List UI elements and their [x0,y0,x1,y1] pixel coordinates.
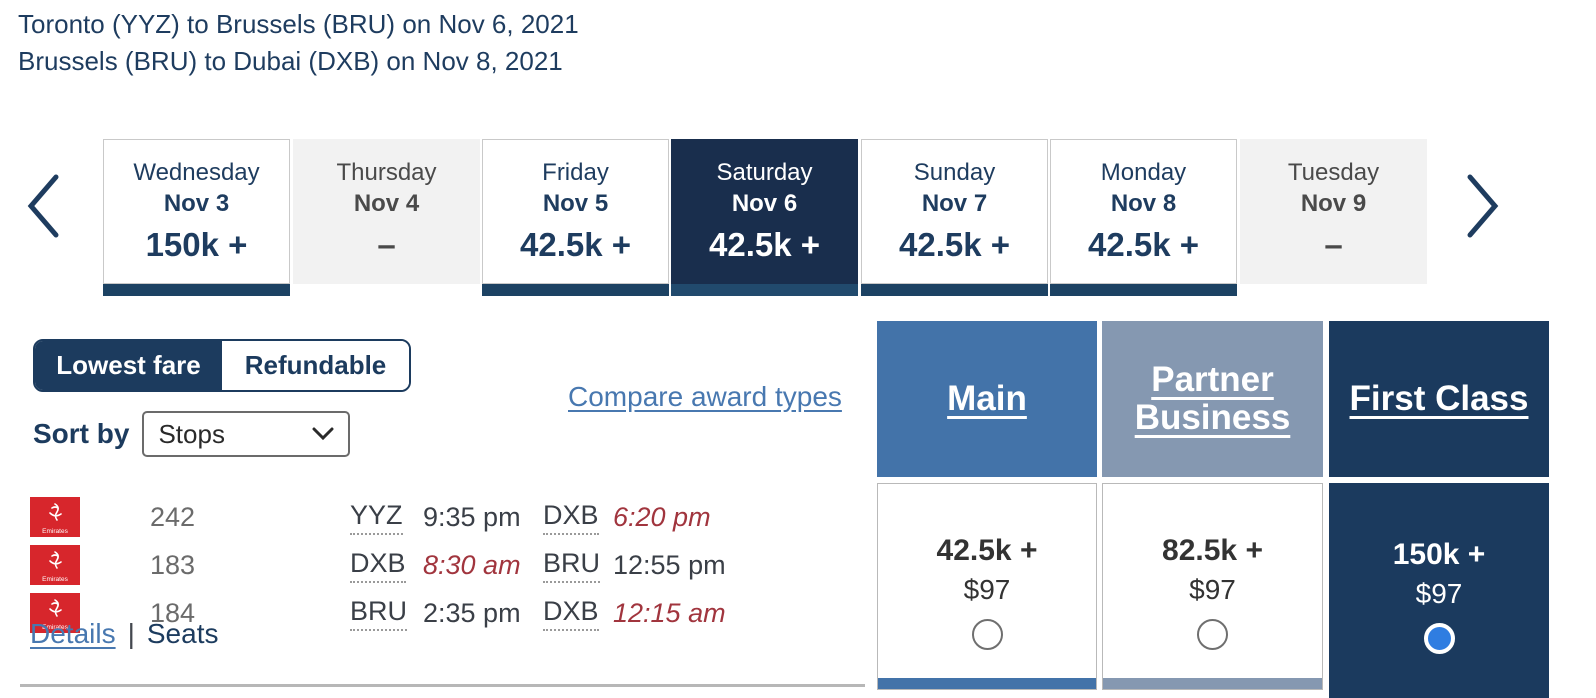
destination-airport-code[interactable]: BRU [543,548,601,583]
flight-segment-row: Emirates 242 YYZ 9:35 pm DXB 6:20 pm [30,493,790,541]
fare-miles: 42.5k + [936,533,1038,567]
date-card-nov9[interactable]: Tuesday Nov 9 – [1240,139,1427,284]
date-card-fare: 42.5k + [708,226,821,263]
flight-number: 242 [150,502,196,532]
date-card-nov6-selected[interactable]: Saturday Nov 6 42.5k + [671,139,858,296]
date-card-nov4[interactable]: Thursday Nov 4 – [293,139,480,284]
fare-radio-partner-business[interactable] [1197,618,1228,650]
compare-award-types-link[interactable]: Compare award types [568,381,842,412]
fare-cell-partner-business[interactable]: 82.5k + $97 [1102,483,1323,690]
date-card-underline [671,284,858,296]
emirates-logo: Emirates [30,545,80,585]
departure-time: 8:30 am [423,550,521,580]
date-card-fare: 42.5k + [898,226,1011,263]
cabin-header-main[interactable]: Main [877,321,1097,477]
date-card-weekday: Friday [542,159,609,186]
fare-miles: 82.5k + [1162,533,1263,567]
links-separator: | [127,618,135,649]
fare-taxes: $97 [1189,573,1236,605]
date-card-weekday: Monday [1100,159,1187,186]
date-card-fare: 150k + [145,226,248,263]
date-card-underline [482,284,669,296]
sort-row: Sort by Stops [33,411,351,457]
itinerary-links: Details | Seats [30,618,218,650]
svg-text:Emirates: Emirates [42,576,68,583]
sort-dropdown[interactable]: Stops [142,411,351,457]
cabin-header-label: Partner Business [1134,359,1291,437]
date-card-nov8[interactable]: Monday Nov 8 42.5k + [1050,139,1237,296]
fare-cell-main[interactable]: 42.5k + $97 [877,483,1097,690]
cabin-header-first-class[interactable]: First Class [1329,321,1549,477]
date-carousel: Wednesday Nov 3 150k + Thursday Nov 4 – … [0,139,1596,296]
date-card-underline [1050,284,1237,296]
next-dates-button[interactable] [1462,172,1506,242]
fare-taxes: $97 [963,573,1011,605]
destination-airport-code[interactable]: DXB [543,500,599,535]
date-card-nov3[interactable]: Wednesday Nov 3 150k + [103,139,290,296]
details-link[interactable]: Details [30,618,116,649]
flight-number: 184 [150,598,196,628]
cabin-header-partner-business[interactable]: Partner Business [1102,321,1323,477]
route-line-outbound: Toronto (YYZ) to Brussels (BRU) on Nov 6… [18,9,579,39]
cabin-header-label: First Class [1349,378,1529,418]
fare-miles: 150k + [1392,537,1486,571]
date-card-fare: – [1324,226,1343,263]
arrival-time: 12:55 pm [613,550,726,580]
flight-segment-row: Emirates 184 BRU 2:35 pm DXB 12:15 am [30,589,790,637]
date-card-nov5[interactable]: Friday Nov 5 42.5k + [482,139,669,296]
date-card-weekday: Saturday [716,159,813,186]
fare-cell-underline [878,678,1096,689]
sort-dropdown-value: Stops [158,418,225,449]
svg-text:Emirates: Emirates [42,624,68,631]
date-card-weekday: Sunday [913,159,996,186]
svg-text:Emirates: Emirates [42,528,68,535]
arrival-time: 6:20 pm [613,502,711,532]
fare-cell-underline [1103,678,1322,689]
date-card-weekday: Tuesday [1287,159,1380,186]
origin-airport-code[interactable]: DXB [350,548,406,583]
date-card-weekday: Wednesday [133,159,260,186]
departure-time: 9:35 pm [423,502,521,532]
fare-type-toggle: Lowest fare Refundable [33,339,411,392]
date-card-fare: – [377,226,396,263]
seats-link[interactable]: Seats [146,618,219,649]
date-card-weekday: Thursday [336,159,437,186]
date-card-fare: 42.5k + [1087,226,1200,263]
sort-by-label: Sort by [33,418,130,449]
tab-refundable[interactable]: Refundable [222,341,409,390]
date-card-date: Nov 9 [1300,190,1367,217]
row-divider [20,684,865,687]
itinerary-summary: Toronto (YYZ) to Brussels (BRU) on Nov 6… [18,6,579,80]
chevron-left-icon [27,174,59,238]
fare-cell-first-class-selected[interactable]: 150k + $97 [1329,483,1549,698]
fare-taxes: $97 [1415,577,1463,609]
date-card-date: Nov 7 [921,190,988,217]
chevron-right-icon [1467,174,1499,238]
route-line-return: Brussels (BRU) to Dubai (DXB) on Nov 8, … [18,46,563,76]
tab-lowest-fare[interactable]: Lowest fare [35,341,222,390]
flight-segment-row: Emirates 183 DXB 8:30 am BRU 12:55 pm [30,541,790,589]
flight-number: 183 [150,550,196,580]
chevron-down-icon [312,427,334,441]
date-card-date: Nov 4 [353,190,420,217]
cabin-header-label: Main [947,378,1027,418]
date-card-date: Nov 3 [163,190,230,217]
date-card-fare: 42.5k + [519,226,632,263]
destination-airport-code[interactable]: DXB [543,596,599,631]
fare-radio-first-class[interactable] [1423,622,1455,654]
origin-airport-code[interactable]: BRU [350,596,408,631]
date-card-date: Nov 5 [542,190,609,217]
date-card-underline [103,284,290,296]
date-card-date: Nov 6 [731,190,798,217]
arrival-time: 12:15 am [613,598,726,628]
date-card-underline [861,284,1048,296]
date-card-nov7[interactable]: Sunday Nov 7 42.5k + [861,139,1048,296]
date-card-date: Nov 8 [1110,190,1177,217]
departure-time: 2:35 pm [423,598,521,628]
emirates-logo: Emirates [30,593,80,633]
origin-airport-code[interactable]: YYZ [350,500,403,535]
previous-dates-button[interactable] [20,172,64,242]
fare-radio-main[interactable] [971,618,1003,650]
emirates-logo: Emirates [30,497,80,537]
